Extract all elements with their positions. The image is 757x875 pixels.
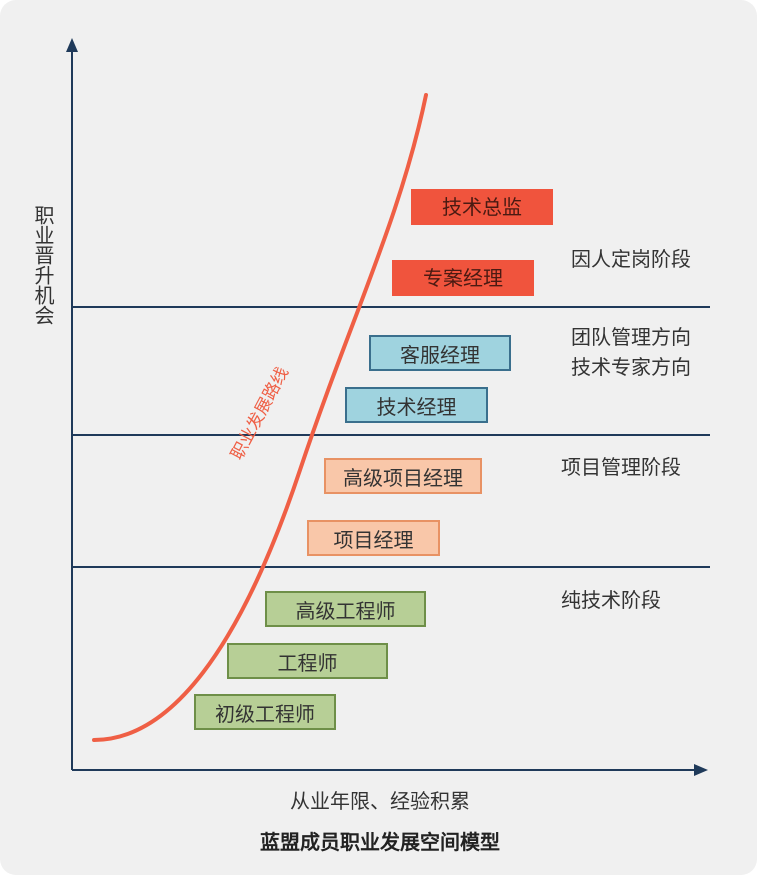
stage-line: 技术专家方向 — [571, 355, 691, 379]
stage-line: 因人定岗阶段 — [571, 247, 691, 271]
stage-label-management-expert: 团队管理方向 技术专家方向 — [556, 322, 706, 382]
stage-label-pure-technical: 纯技术阶段 — [546, 585, 676, 615]
role-junior-engineer: 初级工程师 — [194, 694, 336, 730]
role-customer-service-manager: 客服经理 — [369, 335, 511, 371]
role-engineer: 工程师 — [227, 643, 388, 679]
role-tech-director: 技术总监 — [411, 189, 553, 225]
role-tech-manager: 技术经理 — [345, 387, 488, 423]
career-path-curve — [92, 93, 428, 742]
role-senior-engineer: 高级工程师 — [265, 591, 426, 627]
y-axis-label: 职业晋升机会 — [31, 205, 55, 325]
y-axis-arrow — [66, 38, 78, 52]
stage-line: 项目管理阶段 — [561, 455, 681, 479]
role-project-case-manager: 专案经理 — [392, 260, 534, 296]
x-axis-label: 从业年限、经验积累 — [290, 789, 470, 813]
stage-label-project-management: 项目管理阶段 — [546, 452, 696, 482]
stage-label-assignment: 因人定岗阶段 — [556, 244, 706, 274]
role-project-manager: 项目经理 — [307, 520, 440, 556]
diagram-caption: 蓝盟成员职业发展空间模型 — [260, 830, 500, 854]
stage-line: 纯技术阶段 — [561, 588, 661, 612]
stage-line: 团队管理方向 — [571, 325, 691, 349]
x-axis-arrow — [694, 764, 708, 776]
role-senior-project-manager: 高级项目经理 — [324, 458, 482, 494]
